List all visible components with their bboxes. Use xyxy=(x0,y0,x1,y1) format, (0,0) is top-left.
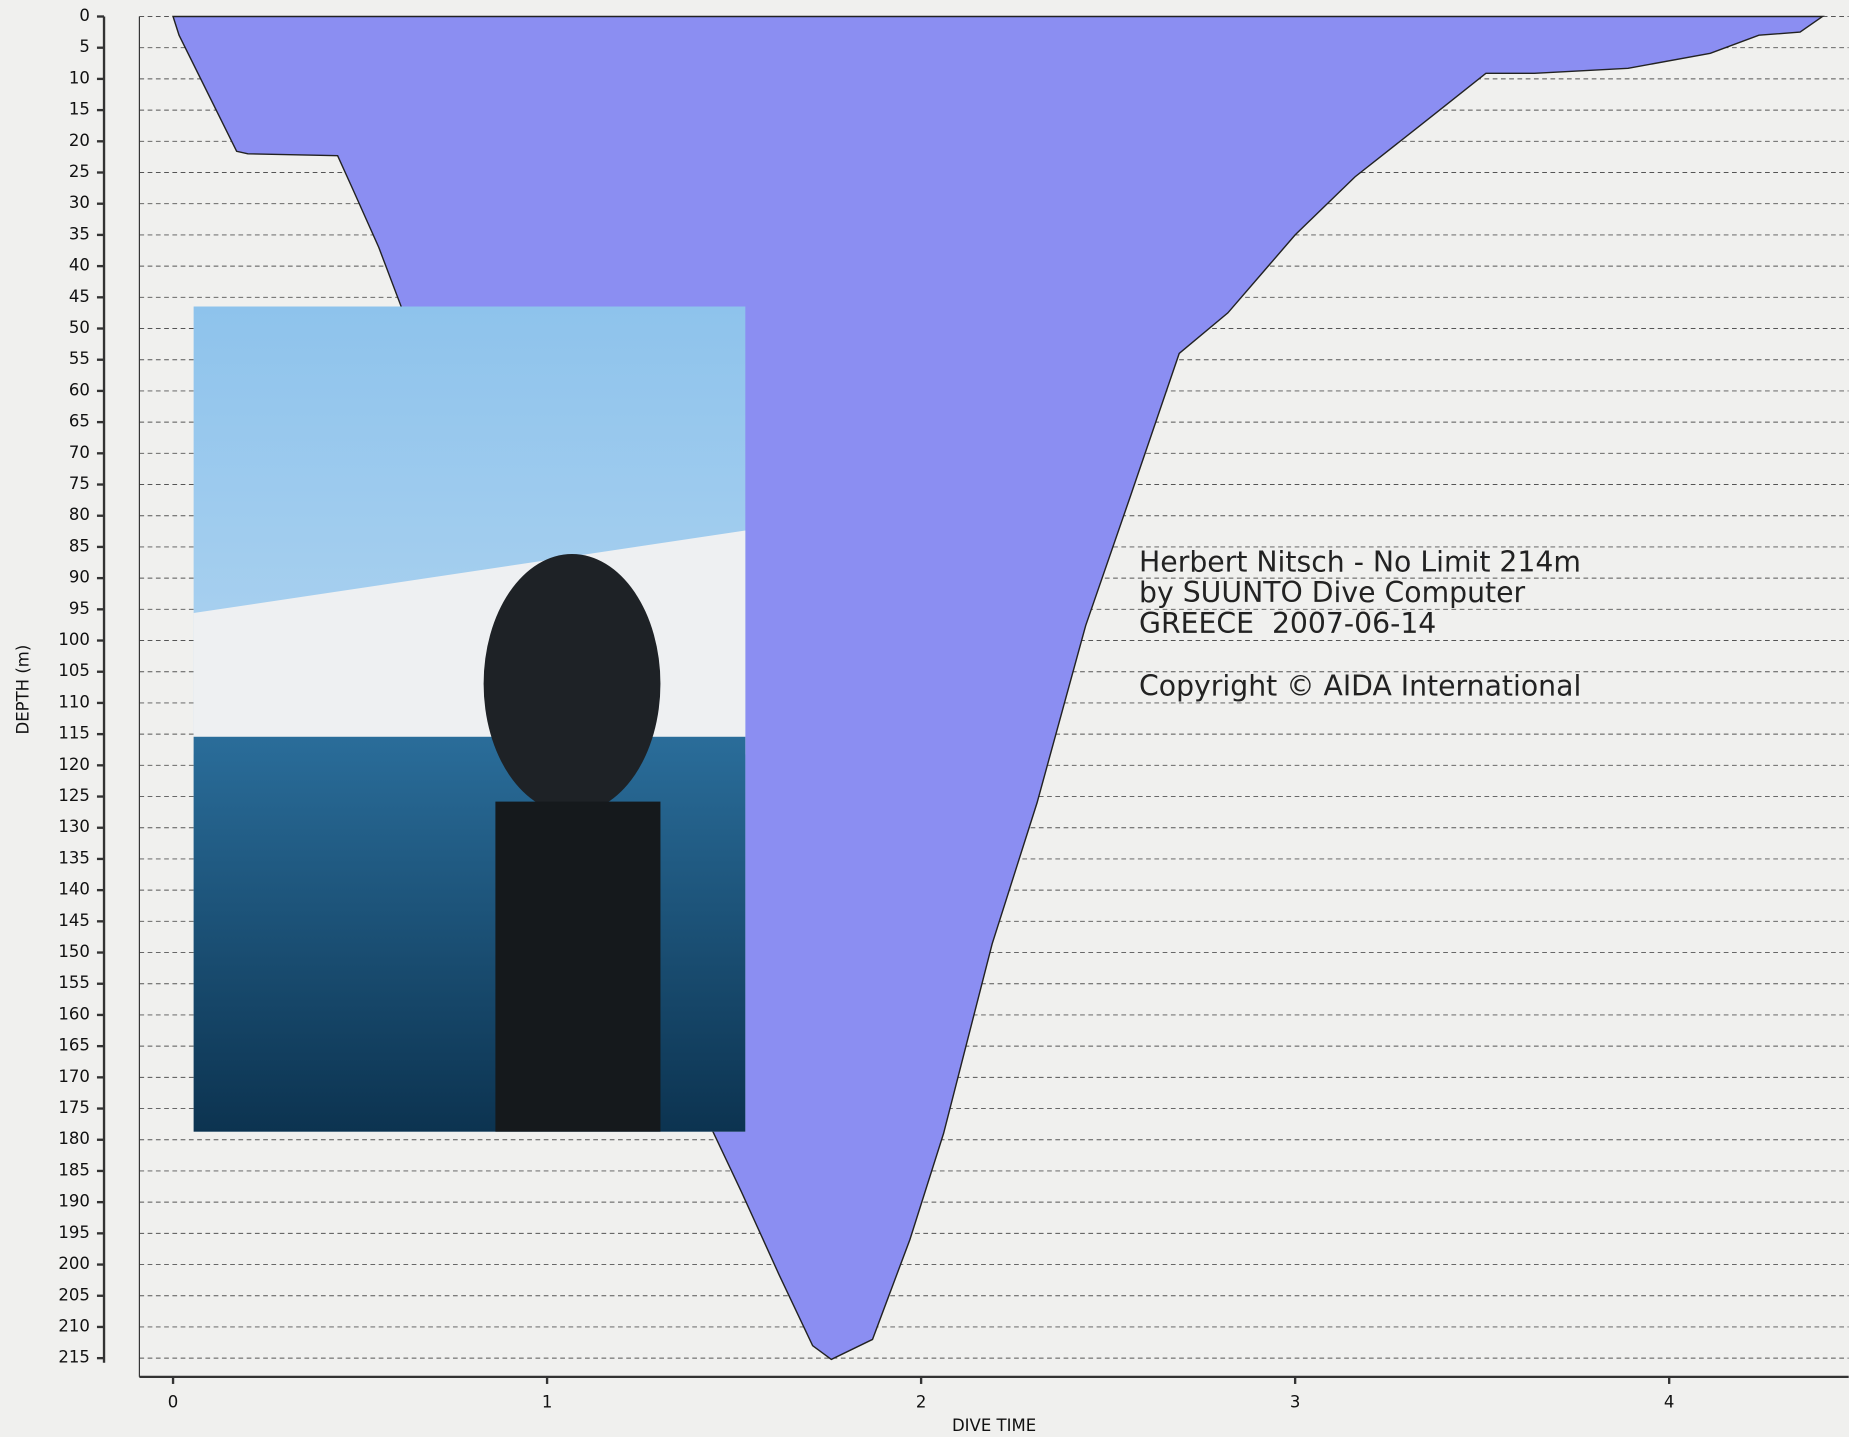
y-tick-label: 150 xyxy=(58,942,90,961)
y-tick-label: 195 xyxy=(58,1223,90,1242)
y-tick-label: 180 xyxy=(58,1129,90,1148)
annotation: Copyright © AIDA International xyxy=(1139,669,1581,702)
y-tick-label: 185 xyxy=(58,1160,90,1179)
y-tick-label: 115 xyxy=(58,724,90,743)
x-tick-label: 0 xyxy=(168,1392,179,1411)
y-tick-label: 70 xyxy=(69,443,90,462)
y-tick-label: 15 xyxy=(69,100,90,119)
x-tick-label: 3 xyxy=(1290,1392,1301,1411)
y-tick-label: 65 xyxy=(69,412,90,431)
y-tick-label: 130 xyxy=(58,817,90,836)
y-tick-label: 155 xyxy=(58,973,90,992)
y-tick-label: 205 xyxy=(58,1285,90,1304)
y-tick-label: 165 xyxy=(58,1036,90,1055)
x-axis-label: DIVE TIME xyxy=(952,1416,1036,1435)
y-tick-label: 210 xyxy=(58,1316,90,1335)
photo-diver-body xyxy=(495,801,661,1132)
y-tick-label: 105 xyxy=(58,661,90,680)
y-tick-label: 10 xyxy=(69,68,90,87)
y-tick-label: 200 xyxy=(58,1254,90,1273)
annotation: Herbert Nitsch - No Limit 214m xyxy=(1139,545,1581,578)
y-tick-label: 0 xyxy=(79,6,90,25)
y-tick-label: 25 xyxy=(69,162,90,181)
y-tick-label: 170 xyxy=(58,1067,90,1086)
y-tick-label: 35 xyxy=(69,224,90,243)
y-tick-label: 85 xyxy=(69,536,90,555)
y-tick-label: 30 xyxy=(69,193,90,212)
y-tick-label: 215 xyxy=(58,1348,90,1367)
y-tick-label: 100 xyxy=(58,630,90,649)
photo-water xyxy=(193,736,746,1132)
x-tick-label: 1 xyxy=(542,1392,553,1411)
y-tick-label: 120 xyxy=(58,755,90,774)
x-tick-label: 2 xyxy=(916,1392,927,1411)
y-tick-label: 160 xyxy=(58,1004,90,1023)
y-tick-label: 80 xyxy=(69,505,90,524)
y-tick-label: 20 xyxy=(69,131,90,150)
y-tick-label: 75 xyxy=(69,474,90,493)
y-tick-label: 125 xyxy=(58,786,90,805)
y-tick-label: 140 xyxy=(58,880,90,899)
y-tick-label: 95 xyxy=(69,599,90,618)
y-tick-label: 55 xyxy=(69,349,90,368)
y-tick-label: 190 xyxy=(58,1192,90,1211)
y-tick-label: 50 xyxy=(69,318,90,337)
y-tick-label: 135 xyxy=(58,848,90,867)
x-tick-label: 4 xyxy=(1664,1392,1675,1411)
y-tick-label: 45 xyxy=(69,287,90,306)
y-axis-label: DEPTH (m) xyxy=(13,645,32,735)
y-tick-label: 145 xyxy=(58,911,90,930)
photo xyxy=(193,306,746,1132)
annotation: GREECE 2007-06-14 xyxy=(1139,607,1436,640)
y-tick-label: 40 xyxy=(69,256,90,275)
y-tick-label: 5 xyxy=(79,37,90,56)
y-tick-label: 110 xyxy=(58,692,90,711)
y-tick-label: 60 xyxy=(69,380,90,399)
y-tick-label: 175 xyxy=(58,1098,90,1117)
annotation: by SUUNTO Dive Computer xyxy=(1139,576,1525,609)
photo-diver xyxy=(483,554,661,814)
y-tick-label: 90 xyxy=(69,568,90,587)
